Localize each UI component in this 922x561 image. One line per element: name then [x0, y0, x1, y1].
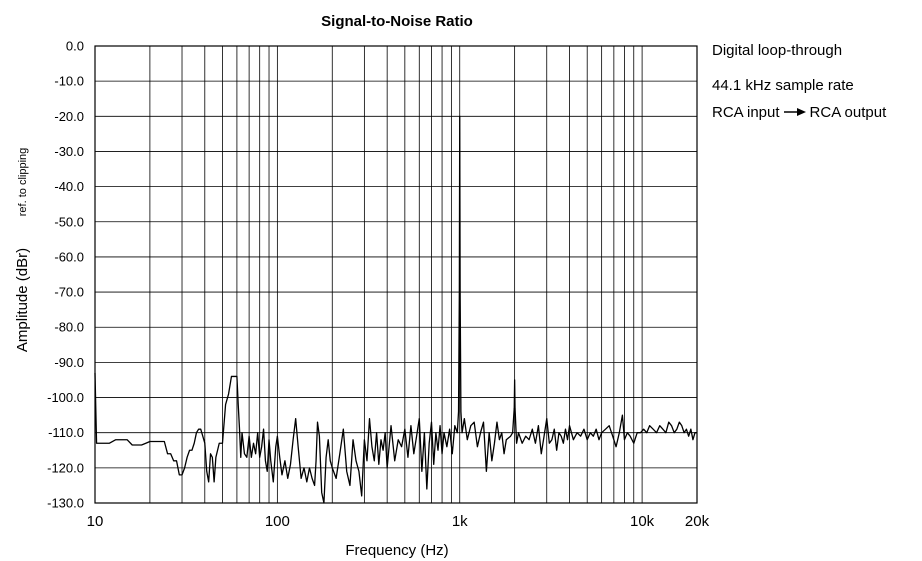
amplitude-trace — [94, 115, 697, 504]
y-tick-label: 0.0 — [66, 39, 84, 54]
y-tick-label: -130.0 — [47, 496, 84, 511]
y-tick-label: -10.0 — [54, 74, 84, 89]
x-tick-label: 1k — [452, 513, 468, 530]
y-tick-label: -110.0 — [48, 425, 84, 440]
right-arrow-icon — [783, 104, 807, 122]
annotation-sample-rate: 44.1 kHz sample rate — [712, 77, 854, 94]
y-tick-label: -50.0 — [54, 214, 84, 229]
x-tick-label: 100 — [265, 513, 290, 530]
y-axis-sublabel: ref. to clipping — [17, 148, 29, 216]
y-tick-label: -80.0 — [54, 320, 84, 335]
x-tick-label: 10 — [87, 513, 104, 530]
y-tick-label: -40.0 — [54, 179, 84, 194]
annotation-output: RCA output — [809, 104, 887, 121]
annotation-signal-path: RCA input RCA output — [712, 104, 886, 122]
y-tick-labels: 0.0 -10.0 -20.0 -30.0 -40.0 -50.0 -60.0 -70.0 -8… — [47, 39, 84, 511]
y-tick-label: -90.0 — [54, 355, 84, 370]
x-axis-label: Frequency (Hz) — [345, 542, 448, 559]
x-tick-label: 20k — [685, 513, 710, 530]
annotation-loop-through: Digital loop-through — [712, 42, 843, 59]
y-tick-label: -100.0 — [47, 390, 84, 405]
plot-frame — [94, 45, 698, 504]
y-tick-label: -60.0 — [54, 249, 84, 264]
chart-title: Signal-to-Noise Ratio — [321, 13, 473, 30]
y-tick-label: -20.0 — [54, 109, 84, 124]
y-axis-label: Amplitude (dBr) — [14, 248, 31, 352]
x-tick-labels: 10 100 1k 10k 20k — [87, 513, 710, 530]
y-tick-label: -70.0 — [54, 285, 84, 300]
y-tick-label: -30.0 — [54, 144, 84, 159]
annotation-input: RCA input — [712, 104, 780, 121]
x-tick-label: 10k — [630, 513, 655, 530]
grid-lines — [95, 46, 697, 503]
y-tick-label: -120.0 — [47, 460, 84, 475]
